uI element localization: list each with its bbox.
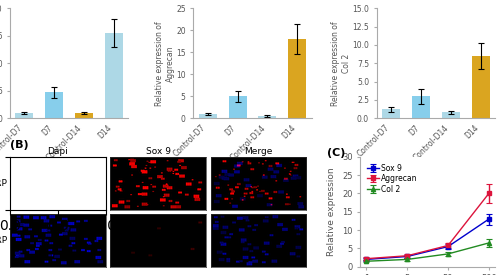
Bar — [472, 56, 490, 118]
Bar — [288, 39, 306, 118]
Text: (C): (C) — [326, 148, 345, 158]
Y-axis label: Relative expression: Relative expression — [328, 167, 336, 256]
Bar — [198, 114, 216, 118]
Y-axis label: non-CGRP: non-CGRP — [0, 236, 7, 245]
Y-axis label: Relative expression of
Col 2: Relative expression of Col 2 — [332, 21, 351, 106]
Text: (B): (B) — [10, 140, 29, 150]
Bar — [412, 96, 430, 118]
Y-axis label: CGRP: CGRP — [0, 179, 7, 188]
Title: Sox 9: Sox 9 — [146, 147, 171, 156]
Bar — [45, 92, 63, 118]
Title: Dapi: Dapi — [48, 147, 68, 156]
Bar — [382, 109, 400, 118]
Title: Merge: Merge — [244, 147, 273, 156]
Bar — [228, 96, 246, 118]
Bar — [105, 33, 123, 118]
Bar — [16, 113, 34, 118]
Y-axis label: Relative expression of
Aggrecan: Relative expression of Aggrecan — [156, 21, 174, 106]
Bar — [258, 116, 276, 118]
Bar — [75, 113, 93, 118]
Legend: Sox 9, Aggrecan, Col 2: Sox 9, Aggrecan, Col 2 — [364, 161, 420, 197]
Bar — [442, 112, 460, 118]
